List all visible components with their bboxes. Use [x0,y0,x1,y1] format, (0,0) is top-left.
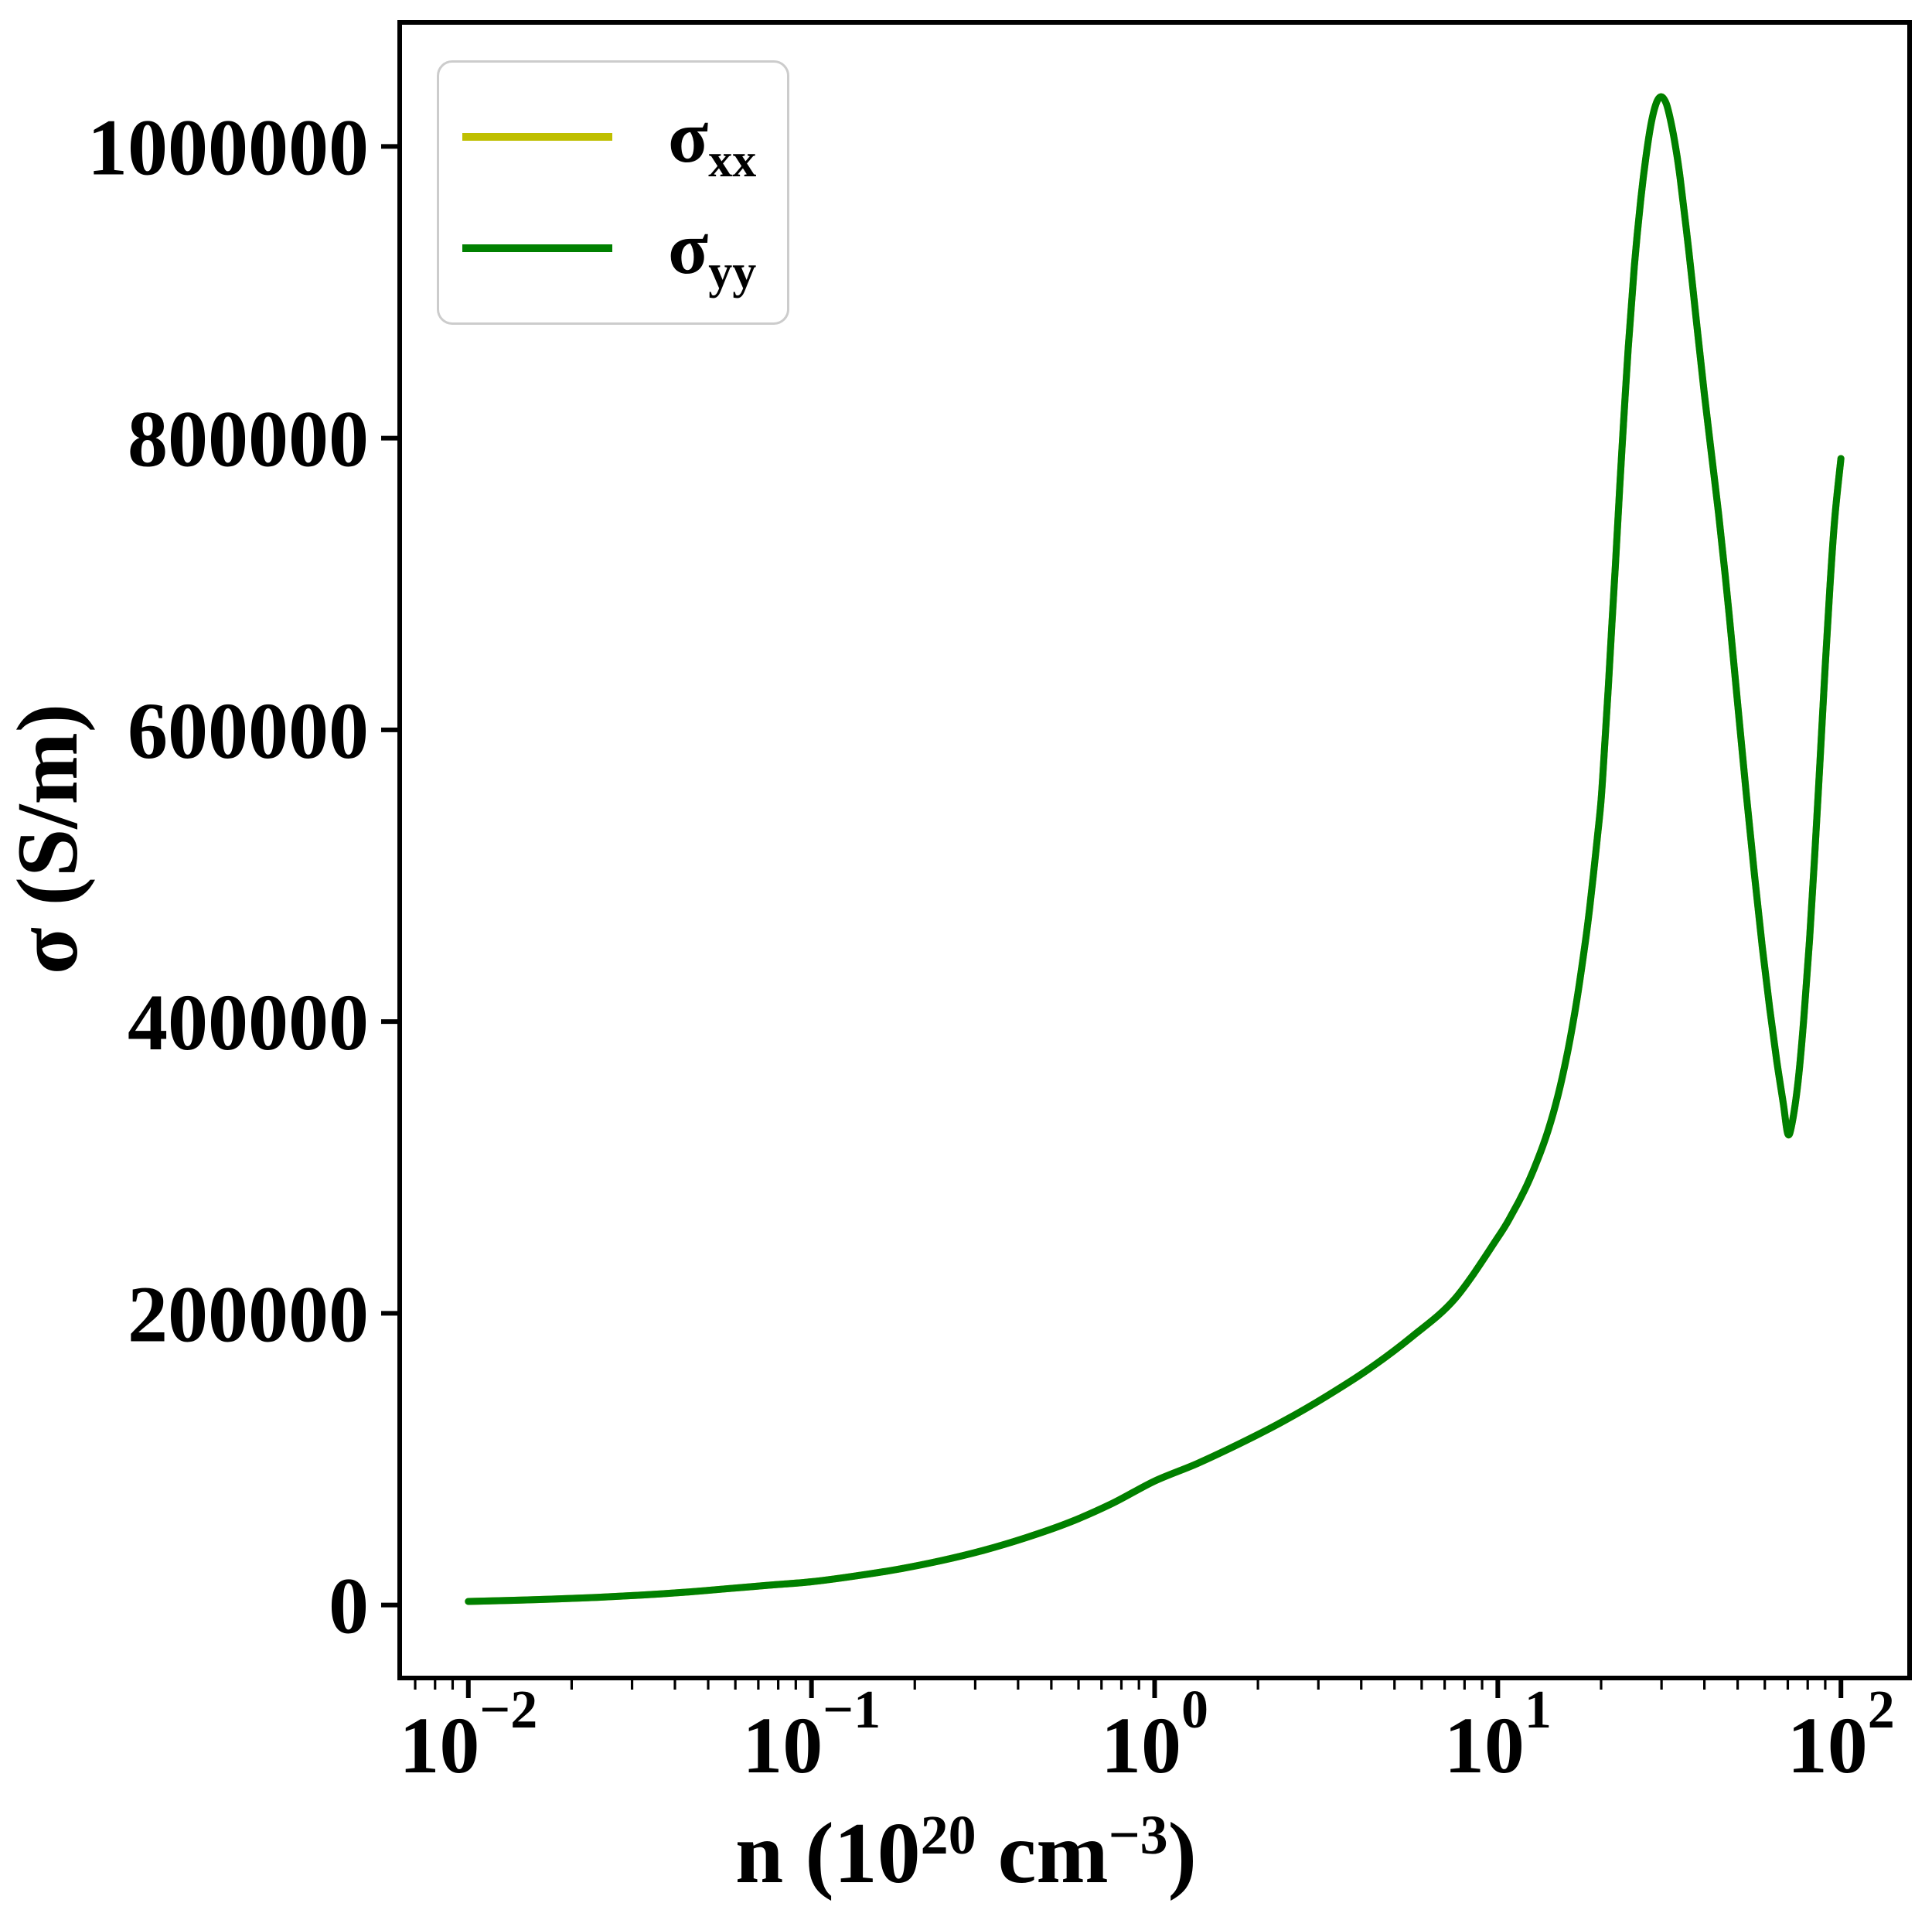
x-axis-label-unit: cm [976,1806,1109,1901]
legend-line-sigma-yy [462,244,612,252]
x-axis-label-exponent: 20 [920,1803,976,1866]
x-tick-label: 10−1 [742,1680,881,1790]
x-axis-label: n (1020 cm−3) [0,1802,1932,1905]
y-axis: 0 200000 400000 600000 800000 1000000 [87,103,400,1651]
legend-entry-sigma-xx: σxx [439,100,787,185]
y-tick-label: 200000 [128,1270,369,1359]
x-tick-label: 101 [1444,1680,1552,1790]
legend-label-sigma-yy: σyy [668,211,756,296]
x-axis-label-unit-exponent: −3 [1108,1803,1168,1866]
sigma-symbol: σ [668,206,709,289]
legend: σxx σyy [437,60,789,325]
y-tick-label: 400000 [128,978,369,1067]
curve-sigma-yy [465,93,1845,1605]
legend-entry-sigma-yy: σyy [439,211,787,296]
legend-line-sigma-xx [462,133,612,141]
sigma-subscript: yy [708,245,757,298]
sigma-symbol: σ [668,95,709,178]
x-tick-label: 100 [1101,1680,1208,1790]
sigma-subscript: xx [708,134,757,187]
y-tick-label: 600000 [128,687,369,776]
x-tick-label: 10−2 [399,1680,537,1790]
y-tick-label: 0 [329,1562,369,1651]
y-axis-label: σ (S/m) [0,703,96,975]
x-axis-label-text: n (10 [735,1806,921,1901]
x-axis: 10−2 10−1 100 101 102 [399,1678,1895,1790]
y-tick-label: 1000000 [87,103,369,192]
y-tick-label: 800000 [128,395,369,484]
x-tick-label: 102 [1787,1680,1895,1790]
x-axis-label-suffix: ) [1167,1806,1197,1901]
plot-border [397,20,1912,1680]
legend-label-sigma-xx: σxx [668,100,756,185]
